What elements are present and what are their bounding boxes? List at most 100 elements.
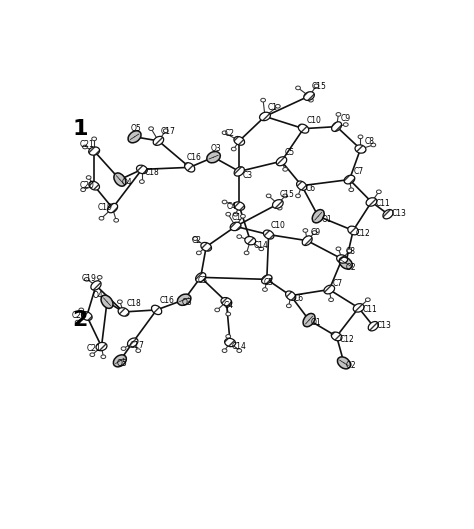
- Text: C8: C8: [346, 247, 356, 256]
- Text: C6: C6: [293, 294, 304, 303]
- Ellipse shape: [225, 339, 236, 346]
- Ellipse shape: [303, 229, 308, 232]
- Text: C13: C13: [392, 209, 407, 218]
- Ellipse shape: [153, 136, 164, 145]
- Ellipse shape: [259, 247, 264, 251]
- Ellipse shape: [355, 145, 366, 153]
- Text: C14: C14: [232, 342, 247, 351]
- Ellipse shape: [339, 257, 352, 269]
- Ellipse shape: [149, 127, 154, 131]
- Ellipse shape: [230, 222, 241, 231]
- Ellipse shape: [184, 163, 195, 172]
- Text: O3: O3: [181, 298, 192, 307]
- Ellipse shape: [118, 308, 129, 316]
- Ellipse shape: [371, 143, 376, 147]
- Ellipse shape: [304, 92, 314, 101]
- Text: C1: C1: [232, 213, 242, 222]
- Text: C18: C18: [145, 168, 160, 177]
- Ellipse shape: [283, 168, 288, 171]
- Text: C17: C17: [130, 341, 145, 350]
- Ellipse shape: [331, 332, 342, 341]
- Ellipse shape: [298, 124, 309, 133]
- Text: C7: C7: [353, 167, 363, 176]
- Ellipse shape: [297, 181, 307, 190]
- Text: C9: C9: [340, 114, 350, 123]
- Text: C21: C21: [80, 140, 94, 149]
- Ellipse shape: [92, 137, 97, 141]
- Ellipse shape: [101, 295, 113, 308]
- Ellipse shape: [118, 300, 122, 304]
- Ellipse shape: [113, 355, 127, 367]
- Text: C15: C15: [312, 82, 327, 91]
- Ellipse shape: [303, 314, 315, 327]
- Ellipse shape: [336, 113, 341, 116]
- Ellipse shape: [136, 349, 141, 352]
- Text: O2: O2: [346, 263, 356, 272]
- Ellipse shape: [89, 181, 100, 190]
- Ellipse shape: [201, 242, 211, 251]
- Text: O1: O1: [311, 318, 321, 327]
- Ellipse shape: [234, 167, 245, 176]
- Ellipse shape: [96, 342, 107, 351]
- Ellipse shape: [347, 249, 352, 253]
- Ellipse shape: [328, 298, 334, 302]
- Text: C9: C9: [311, 227, 321, 236]
- Ellipse shape: [114, 173, 126, 186]
- Ellipse shape: [177, 294, 191, 305]
- Ellipse shape: [196, 272, 206, 282]
- Ellipse shape: [215, 308, 219, 312]
- Ellipse shape: [336, 247, 341, 251]
- Text: C17: C17: [160, 127, 175, 136]
- Ellipse shape: [283, 194, 288, 198]
- Ellipse shape: [91, 281, 101, 290]
- Ellipse shape: [276, 157, 287, 166]
- Ellipse shape: [312, 209, 324, 223]
- Text: C12: C12: [356, 229, 371, 238]
- Ellipse shape: [277, 206, 282, 210]
- Ellipse shape: [222, 131, 227, 134]
- Text: C4: C4: [223, 301, 234, 310]
- Ellipse shape: [152, 305, 162, 315]
- Ellipse shape: [86, 176, 91, 179]
- Text: C10: C10: [307, 115, 321, 125]
- Text: C7: C7: [333, 278, 343, 288]
- Text: C16: C16: [160, 296, 174, 305]
- Ellipse shape: [296, 194, 301, 198]
- Ellipse shape: [237, 349, 242, 352]
- Ellipse shape: [177, 294, 191, 305]
- Ellipse shape: [368, 322, 378, 331]
- Text: C13: C13: [377, 321, 392, 330]
- Ellipse shape: [75, 320, 80, 324]
- Text: C3: C3: [243, 170, 253, 179]
- Text: C2: C2: [225, 129, 235, 138]
- Ellipse shape: [137, 165, 147, 174]
- Text: O4: O4: [122, 178, 132, 187]
- Ellipse shape: [97, 276, 102, 279]
- Ellipse shape: [114, 218, 118, 222]
- Text: C8: C8: [364, 137, 374, 146]
- Ellipse shape: [99, 216, 104, 220]
- Text: C12: C12: [339, 335, 354, 344]
- Text: C1: C1: [268, 103, 278, 112]
- Ellipse shape: [337, 255, 347, 263]
- Ellipse shape: [114, 173, 126, 186]
- Text: O2: O2: [346, 361, 356, 370]
- Ellipse shape: [108, 204, 118, 213]
- Ellipse shape: [296, 86, 301, 90]
- Ellipse shape: [273, 199, 283, 208]
- Ellipse shape: [358, 135, 363, 139]
- Ellipse shape: [90, 353, 95, 357]
- Ellipse shape: [349, 188, 354, 191]
- Ellipse shape: [260, 112, 270, 121]
- Text: C5: C5: [284, 148, 294, 157]
- Text: C11: C11: [375, 199, 390, 208]
- Text: C21: C21: [87, 344, 101, 353]
- Ellipse shape: [344, 175, 355, 184]
- Text: C14: C14: [253, 241, 268, 250]
- Ellipse shape: [207, 151, 220, 163]
- Ellipse shape: [383, 209, 393, 219]
- Ellipse shape: [121, 347, 126, 350]
- Text: C19: C19: [98, 203, 113, 212]
- Ellipse shape: [275, 104, 280, 108]
- Ellipse shape: [226, 312, 231, 316]
